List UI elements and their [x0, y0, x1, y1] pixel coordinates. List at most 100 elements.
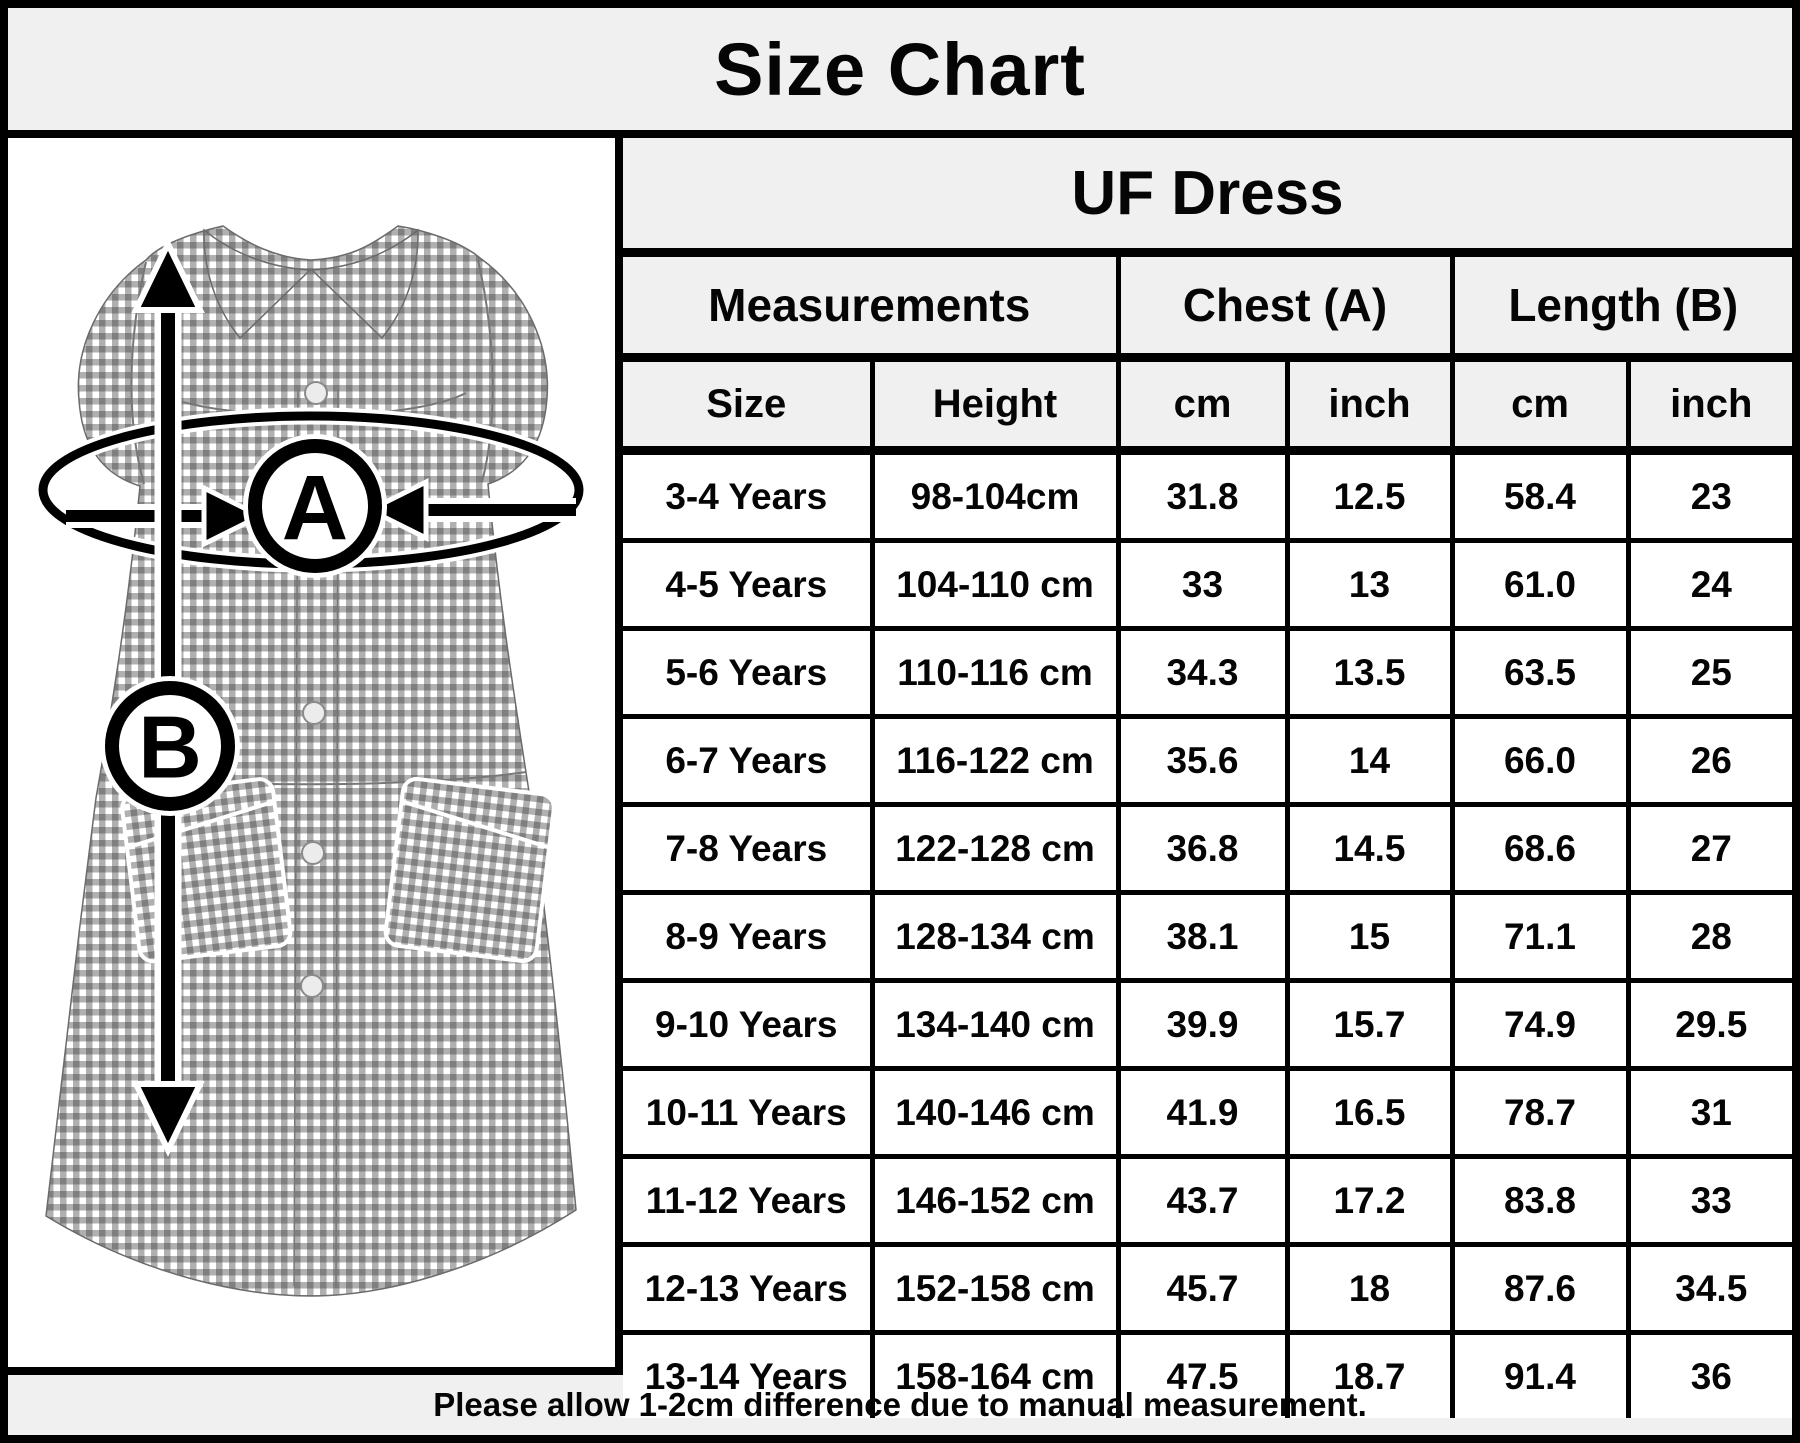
length-inch-cell: 24	[1625, 538, 1793, 631]
length-inch-cell: 23	[1625, 448, 1793, 543]
size-table-wrap: UF Dress Measurements Chest (A) Length (…	[623, 138, 1793, 1418]
length-cm-cell: 58.4	[1449, 448, 1631, 543]
chest-inch-cell: 18	[1284, 1242, 1455, 1335]
content-area: A B UF Dress Measurements Chest (A)	[8, 138, 1793, 1418]
chest-inch-cell: 12.5	[1284, 448, 1455, 543]
length-inch-cell: 26	[1625, 714, 1793, 807]
length-cm-cell: 61.0	[1449, 538, 1631, 631]
length-label-badge: B	[100, 676, 240, 816]
chest-inch-cell: 13	[1284, 538, 1455, 631]
height-cell: 158-164 cm	[869, 1330, 1121, 1418]
height-cell: 134-140 cm	[869, 978, 1121, 1071]
size-cell: 8-9 Years	[623, 890, 875, 983]
product-title: UF Dress	[623, 138, 1793, 257]
length-cm-cell: 83.8	[1449, 1154, 1631, 1247]
chest-inch-cell: 17.2	[1284, 1154, 1455, 1247]
size-cell: 13-14 Years	[623, 1330, 875, 1418]
page-title: Size Chart	[714, 27, 1086, 111]
size-cell: 3-4 Years	[623, 448, 875, 543]
chest-inch-cell: 15.7	[1284, 978, 1455, 1071]
length-cm-cell: 66.0	[1449, 714, 1631, 807]
chest-cm-cell: 36.8	[1115, 802, 1290, 895]
chest-cm-cell: 33	[1115, 538, 1290, 631]
size-cell: 7-8 Years	[623, 802, 875, 895]
chest-label-a: A	[282, 457, 348, 559]
table-row: 8-9 Years 128-134 cm 38.1 15 71.1 28	[623, 890, 1793, 983]
height-cell: 104-110 cm	[869, 538, 1121, 631]
col-header-length-cm: cm	[1449, 355, 1631, 455]
table-row: 11-12 Years 146-152 cm 43.7 17.2 83.8 33	[623, 1154, 1793, 1247]
height-cell: 152-158 cm	[869, 1242, 1121, 1335]
chest-cm-cell: 39.9	[1115, 978, 1290, 1071]
chest-inch-cell: 14	[1284, 714, 1455, 807]
table-row: 9-10 Years 134-140 cm 39.9 15.7 74.9 29.…	[623, 978, 1793, 1071]
product-title-row: UF Dress	[623, 138, 1793, 257]
size-cell: 4-5 Years	[623, 538, 875, 631]
chest-cm-cell: 45.7	[1115, 1242, 1290, 1335]
size-cell: 10-11 Years	[623, 1066, 875, 1159]
length-label-b: B	[138, 698, 202, 797]
product-image-panel: A B	[8, 138, 623, 1367]
chest-inch-cell: 14.5	[1284, 802, 1455, 895]
table-row: 4-5 Years 104-110 cm 33 13 61.0 24	[623, 538, 1793, 631]
length-inch-cell: 28	[1625, 890, 1793, 983]
height-cell: 140-146 cm	[869, 1066, 1121, 1159]
dress-illustration: A B	[34, 225, 588, 1297]
chest-inch-cell: 13.5	[1284, 626, 1455, 719]
chest-cm-cell: 43.7	[1115, 1154, 1290, 1247]
table-row: 12-13 Years 152-158 cm 45.7 18 87.6 34.5	[623, 1242, 1793, 1335]
chest-cm-cell: 47.5	[1115, 1330, 1290, 1418]
chest-cm-cell: 38.1	[1115, 890, 1290, 983]
length-cm-cell: 68.6	[1449, 802, 1631, 895]
group-header-measurements: Measurements	[623, 250, 1121, 362]
height-cell: 146-152 cm	[869, 1154, 1121, 1247]
chest-inch-cell: 15	[1284, 890, 1455, 983]
table-row: 10-11 Years 140-146 cm 41.9 16.5 78.7 31	[623, 1066, 1793, 1159]
table-row: 6-7 Years 116-122 cm 35.6 14 66.0 26	[623, 714, 1793, 807]
height-cell: 122-128 cm	[869, 802, 1121, 895]
table-row: 3-4 Years 98-104cm 31.8 12.5 58.4 23	[623, 448, 1793, 543]
length-inch-cell: 31	[1625, 1066, 1793, 1159]
table-row: 7-8 Years 122-128 cm 36.8 14.5 68.6 27	[623, 802, 1793, 895]
size-cell: 5-6 Years	[623, 626, 875, 719]
table-row: 5-6 Years 110-116 cm 34.3 13.5 63.5 25	[623, 626, 1793, 719]
col-header-chest-cm: cm	[1115, 355, 1290, 455]
length-inch-cell: 36	[1625, 1330, 1793, 1418]
chest-cm-cell: 31.8	[1115, 448, 1290, 543]
chest-cm-cell: 41.9	[1115, 1066, 1290, 1159]
length-cm-cell: 74.9	[1449, 978, 1631, 1071]
col-header-height: Height	[869, 355, 1121, 455]
height-cell: 98-104cm	[869, 448, 1121, 543]
length-inch-cell: 33	[1625, 1154, 1793, 1247]
group-header-row: Measurements Chest (A) Length (B)	[623, 250, 1793, 362]
group-header-chest: Chest (A)	[1115, 250, 1455, 362]
length-cm-cell: 63.5	[1449, 626, 1631, 719]
height-cell: 110-116 cm	[869, 626, 1121, 719]
height-cell: 128-134 cm	[869, 890, 1121, 983]
chest-label-badge: A	[243, 434, 387, 578]
size-cell: 12-13 Years	[623, 1242, 875, 1335]
length-cm-cell: 91.4	[1449, 1330, 1631, 1418]
length-inch-cell: 25	[1625, 626, 1793, 719]
col-header-length-inch: inch	[1625, 355, 1793, 455]
length-inch-cell: 27	[1625, 802, 1793, 895]
height-cell: 116-122 cm	[869, 714, 1121, 807]
table-row: 13-14 Years 158-164 cm 47.5 18.7 91.4 36	[623, 1330, 1793, 1418]
length-cm-cell: 87.6	[1449, 1242, 1631, 1335]
col-header-size: Size	[623, 355, 875, 455]
length-inch-cell: 34.5	[1625, 1242, 1793, 1335]
header-bar: Size Chart	[8, 8, 1792, 138]
size-cell: 9-10 Years	[623, 978, 875, 1071]
group-header-length: Length (B)	[1449, 250, 1793, 362]
chest-inch-cell: 18.7	[1284, 1330, 1455, 1418]
column-header-row: Size Height cm inch cm inch	[623, 355, 1793, 455]
chest-cm-cell: 34.3	[1115, 626, 1290, 719]
footer-note: Please allow 1-2cm difference due to man…	[433, 1386, 1367, 1423]
chest-inch-cell: 16.5	[1284, 1066, 1455, 1159]
length-inch-cell: 29.5	[1625, 978, 1793, 1071]
size-cell: 11-12 Years	[623, 1154, 875, 1247]
length-cm-cell: 78.7	[1449, 1066, 1631, 1159]
chest-loop-arrow-icon	[34, 407, 588, 573]
length-cm-cell: 71.1	[1449, 890, 1631, 983]
size-table: UF Dress Measurements Chest (A) Length (…	[623, 138, 1793, 1418]
